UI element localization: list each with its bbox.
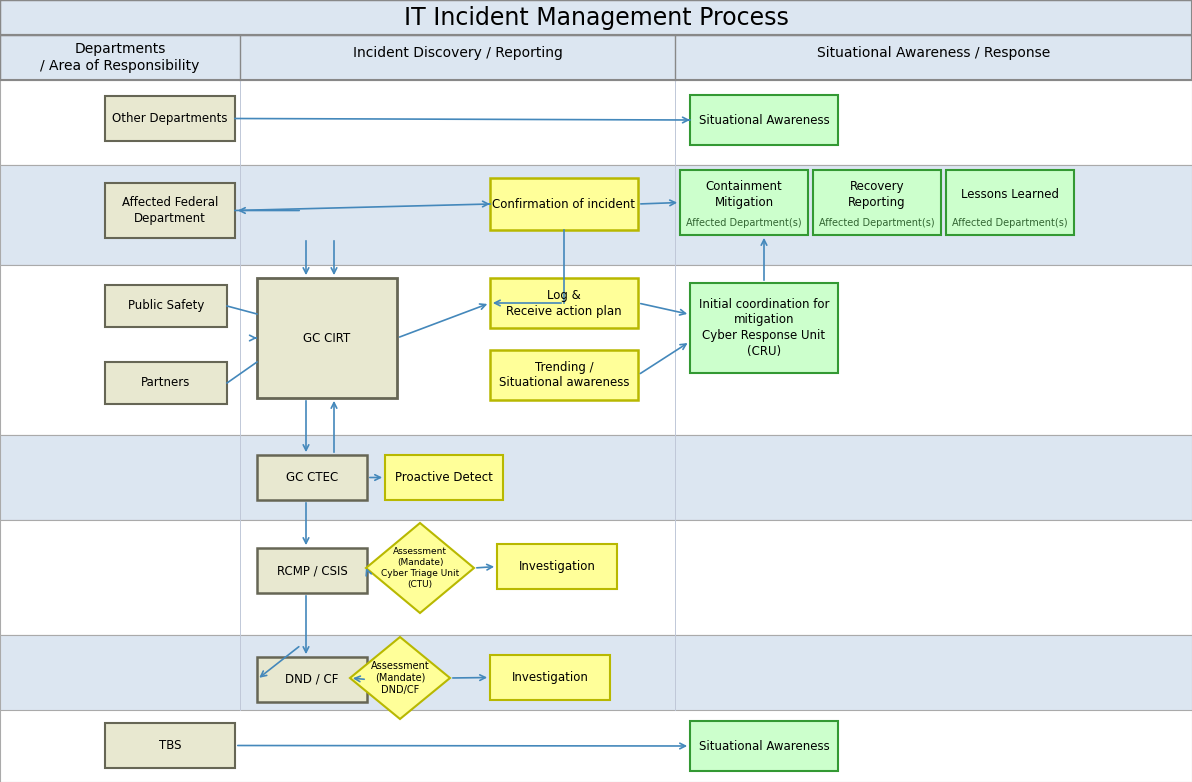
FancyBboxPatch shape [813, 170, 940, 235]
FancyBboxPatch shape [490, 350, 638, 400]
Text: Departments
/ Area of Responsibility: Departments / Area of Responsibility [41, 42, 200, 74]
FancyBboxPatch shape [0, 35, 1192, 80]
Text: Investigation: Investigation [511, 671, 589, 684]
Text: GC CIRT: GC CIRT [304, 332, 350, 345]
FancyBboxPatch shape [0, 0, 1192, 35]
Text: Confirmation of incident: Confirmation of incident [492, 198, 635, 210]
FancyBboxPatch shape [690, 721, 838, 771]
Text: Affected Federal
Department: Affected Federal Department [122, 196, 218, 225]
Text: DND / CF: DND / CF [285, 673, 339, 686]
FancyBboxPatch shape [257, 278, 397, 398]
Text: Situational Awareness: Situational Awareness [699, 740, 830, 752]
FancyBboxPatch shape [490, 278, 638, 328]
FancyBboxPatch shape [497, 544, 617, 589]
Text: Public Safety: Public Safety [128, 300, 204, 313]
FancyBboxPatch shape [0, 165, 1192, 265]
Text: Affected Department(s): Affected Department(s) [819, 218, 935, 228]
Text: RCMP / CSIS: RCMP / CSIS [277, 564, 347, 577]
FancyBboxPatch shape [690, 95, 838, 145]
FancyBboxPatch shape [257, 657, 367, 702]
FancyBboxPatch shape [105, 723, 235, 768]
Text: Partners: Partners [142, 376, 191, 389]
Text: Incident Discovery / Reporting: Incident Discovery / Reporting [353, 46, 563, 60]
Text: Assessment
(Mandate)
Cyber Triage Unit
(CTU): Assessment (Mandate) Cyber Triage Unit (… [381, 547, 459, 589]
Text: IT Incident Management Process: IT Incident Management Process [404, 5, 788, 30]
Text: Investigation: Investigation [519, 560, 596, 573]
Text: Recovery
Reporting: Recovery Reporting [849, 180, 906, 210]
FancyBboxPatch shape [0, 80, 1192, 165]
FancyBboxPatch shape [105, 285, 226, 327]
Text: Situational Awareness: Situational Awareness [699, 113, 830, 127]
Text: Affected Department(s): Affected Department(s) [952, 218, 1068, 228]
FancyBboxPatch shape [946, 170, 1074, 235]
Text: Assessment
(Mandate)
DND/CF: Assessment (Mandate) DND/CF [371, 661, 429, 695]
Text: Initial coordination for
mitigation
Cyber Response Unit
(CRU): Initial coordination for mitigation Cybe… [699, 297, 830, 358]
Text: Trending /
Situational awareness: Trending / Situational awareness [498, 361, 629, 389]
FancyBboxPatch shape [679, 170, 808, 235]
Text: Containment
Mitigation: Containment Mitigation [706, 180, 782, 210]
Text: Affected Department(s): Affected Department(s) [687, 218, 802, 228]
FancyBboxPatch shape [105, 96, 235, 141]
FancyBboxPatch shape [0, 635, 1192, 745]
FancyBboxPatch shape [690, 283, 838, 373]
FancyBboxPatch shape [257, 455, 367, 500]
Text: GC CTEC: GC CTEC [286, 471, 339, 484]
FancyBboxPatch shape [0, 265, 1192, 435]
FancyBboxPatch shape [0, 520, 1192, 635]
FancyBboxPatch shape [490, 655, 610, 700]
Text: Situational Awareness / Response: Situational Awareness / Response [817, 46, 1050, 60]
Text: Lessons Learned: Lessons Learned [961, 188, 1058, 201]
Text: Other Departments: Other Departments [112, 112, 228, 125]
Polygon shape [350, 637, 451, 719]
FancyBboxPatch shape [105, 183, 235, 238]
FancyBboxPatch shape [0, 435, 1192, 520]
FancyBboxPatch shape [385, 455, 503, 500]
FancyBboxPatch shape [490, 178, 638, 230]
Text: TBS: TBS [159, 739, 181, 752]
Text: Proactive Detect: Proactive Detect [395, 471, 493, 484]
Polygon shape [366, 523, 474, 613]
FancyBboxPatch shape [105, 362, 226, 404]
FancyBboxPatch shape [0, 710, 1192, 782]
FancyBboxPatch shape [257, 548, 367, 593]
Text: Log &
Receive action plan: Log & Receive action plan [507, 289, 622, 317]
